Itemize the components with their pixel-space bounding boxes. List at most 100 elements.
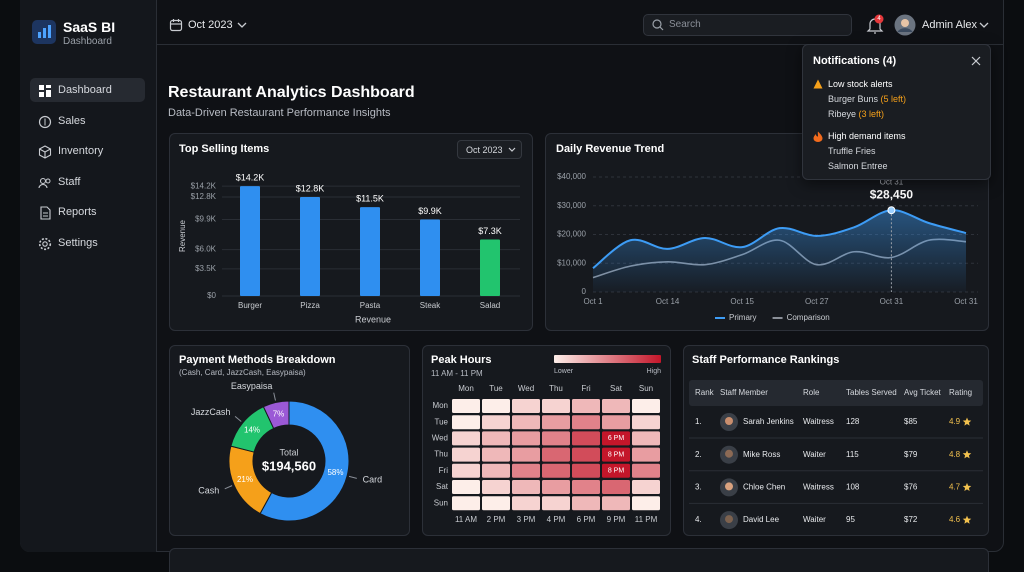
notification-item: Burger Buns (5 left) xyxy=(828,95,906,104)
x-tick-label: Pizza xyxy=(300,301,320,310)
close-button[interactable] xyxy=(971,56,981,66)
x-tick-label: Burger xyxy=(238,301,262,310)
nav-icon xyxy=(38,115,52,128)
filter-label: Oct 2023 xyxy=(466,145,503,155)
card-title: Payment Methods Breakdown xyxy=(179,354,336,366)
notification-badge: 4 xyxy=(877,16,881,22)
y-tick-label: 0 xyxy=(582,287,587,296)
card-subtitle: 11 AM - 11 PM xyxy=(431,369,483,378)
x-tick-label: Oct 31 xyxy=(954,297,978,306)
heat-cell xyxy=(512,399,540,413)
leader-line xyxy=(224,485,233,490)
heat-cell xyxy=(602,431,630,446)
bell-button[interactable] xyxy=(865,14,887,36)
row-label: Tue xyxy=(435,417,449,426)
table-header-bg xyxy=(689,380,983,406)
staff-avatar-face xyxy=(725,515,733,524)
heat-cell xyxy=(572,496,600,511)
y-tick-label: $3.5K xyxy=(195,264,217,273)
annotation-value: $28,450 xyxy=(870,187,914,201)
brand-sub: Dashboard xyxy=(63,36,112,47)
user-name[interactable]: Admin Alex xyxy=(922,19,978,31)
nav-item[interactable]: Settings xyxy=(30,231,145,255)
heat-cell xyxy=(482,431,510,446)
card-title: Daily Revenue Trend xyxy=(556,143,665,155)
topbar-divider xyxy=(156,44,1004,45)
warning-icon xyxy=(813,79,823,89)
table-cell: 4. xyxy=(695,515,702,524)
search-icon xyxy=(652,19,664,31)
legend-label: Comparison xyxy=(787,313,830,322)
y-tick-label: $14.2K xyxy=(191,181,217,190)
x-tick-label: 6 PM xyxy=(577,515,596,524)
heat-cell xyxy=(572,463,600,478)
column-header: Rating xyxy=(949,388,972,397)
nav-item[interactable]: Dashboard xyxy=(30,78,145,102)
table-cell: 128 xyxy=(846,417,860,426)
donut-slice xyxy=(262,400,290,430)
x-tick-label: Oct 14 xyxy=(656,297,680,306)
heat-cell xyxy=(632,431,660,446)
heat-cell xyxy=(452,463,480,478)
heat-cell xyxy=(512,480,540,494)
table-cell: 4.8 xyxy=(949,450,961,459)
heat-cell xyxy=(542,415,570,430)
heat-cell xyxy=(452,447,480,462)
shape xyxy=(652,19,662,29)
group-title: Low stock alerts xyxy=(828,79,893,89)
search-box[interactable]: Search xyxy=(643,14,852,36)
period-select[interactable]: Oct 2023 xyxy=(188,19,233,31)
rating-star xyxy=(962,417,972,426)
heat-cell xyxy=(542,399,570,413)
nav-item[interactable]: Reports xyxy=(30,200,145,224)
x-tick-label: 9 PM xyxy=(607,515,626,524)
x-tick-label: Oct 1 xyxy=(583,297,603,306)
shape xyxy=(38,145,52,159)
column-header: Tables Served xyxy=(846,388,897,397)
column-header: Role xyxy=(803,388,820,397)
heat-cell xyxy=(572,399,600,413)
heat-cell xyxy=(452,415,480,430)
user-avatar[interactable] xyxy=(894,14,916,36)
page-subtitle: Data-Driven Restaurant Performance Insig… xyxy=(168,107,391,119)
slice-label: 21% xyxy=(237,475,253,484)
table-cell: Waiter xyxy=(803,450,826,459)
donut-center-value: $194,560 xyxy=(262,458,316,473)
filter-dropdown[interactable]: Oct 2023 xyxy=(457,140,522,159)
leader-line xyxy=(234,415,242,422)
heat-cell xyxy=(542,496,570,511)
heat-cell xyxy=(452,496,480,511)
heat-cell xyxy=(482,463,510,478)
area xyxy=(593,210,966,292)
shape xyxy=(874,14,884,24)
heat-cell xyxy=(482,399,510,413)
shape xyxy=(39,92,44,97)
nav-item[interactable]: Staff xyxy=(30,170,145,194)
x-tick-label: Pasta xyxy=(360,301,381,310)
row-label: Wed xyxy=(432,434,448,443)
heat-cell xyxy=(482,496,510,511)
y-tick-label: $0 xyxy=(207,291,216,300)
heat-cell xyxy=(632,399,660,413)
nav-item[interactable]: Inventory xyxy=(30,139,145,163)
shape xyxy=(659,26,664,31)
nav-icon xyxy=(40,206,51,220)
donut-center-label: Total xyxy=(279,447,298,457)
column-label: Mon xyxy=(458,384,474,393)
card-subtitle: (Cash, Card, JazzCash, Easypaisa) xyxy=(179,368,306,377)
y-tick-label: $12.8K xyxy=(191,192,217,201)
heat-cell xyxy=(572,415,600,430)
nav-icon xyxy=(39,85,51,97)
donut-slice xyxy=(259,400,350,522)
nav-item[interactable]: Sales xyxy=(30,109,145,133)
heat-cell xyxy=(602,415,630,430)
shape xyxy=(813,79,823,89)
shape xyxy=(38,237,52,251)
item-name: Ribeye xyxy=(828,109,857,119)
heat-cell xyxy=(602,463,630,478)
staff-avatar-face xyxy=(725,482,733,491)
heat-cell xyxy=(542,431,570,446)
x-tick-label: 2 PM xyxy=(487,515,506,524)
heat-legend-low: Lower xyxy=(554,368,574,375)
heat-cell xyxy=(572,447,600,462)
